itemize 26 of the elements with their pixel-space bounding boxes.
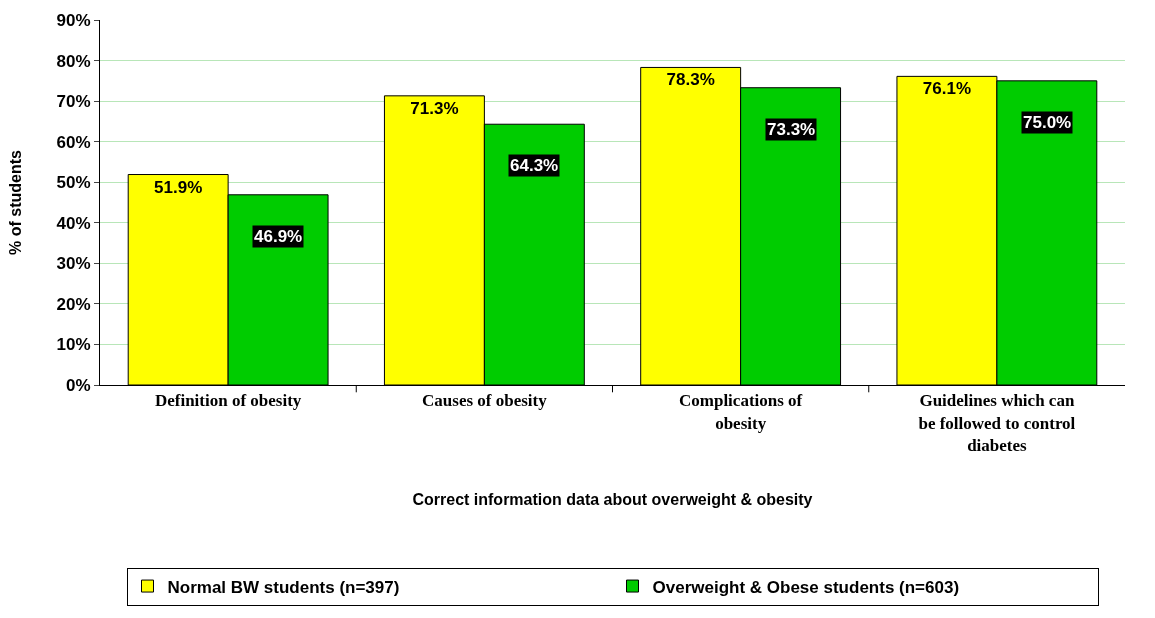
y-tick-label: 30% [56,254,91,274]
text: 75.0% [1023,113,1072,132]
text: 76.1% [922,79,972,99]
text: 64.3% [510,156,559,175]
text: 51.9% [154,177,203,197]
legend-label: Overweight & Obese students (n=603) [652,577,960,597]
y-tick-label: 50% [56,173,91,193]
y-axis-title: % of students [7,149,25,255]
x-tick-label: Definition of obesity [154,391,302,411]
x-axis-title: Correct information data about overweight & obesity [412,491,813,509]
y-tick-label: 20% [56,294,91,314]
text: 46.9% [254,227,303,246]
text: 78.3% [666,70,715,90]
y-tick-label: 60% [56,132,91,152]
y-tick-label: 10% [56,335,91,355]
text: 71.3% [410,98,459,118]
x-tick-label: Causes of obesity [422,391,548,411]
x-tick-label: Complications of obesity [679,391,803,433]
y-tick-label: 70% [56,92,91,112]
legend-label: Normal BW students (n=397) [167,577,400,597]
y-tick-label: 40% [56,213,91,233]
y-tick-label: 0% [66,375,91,395]
text: 73.3% [767,120,816,139]
y-tick-label: 90% [56,10,91,30]
x-tick-label: Guidelines which can be followed to control diabetes [918,391,1076,455]
y-tick-label: 80% [56,51,91,71]
